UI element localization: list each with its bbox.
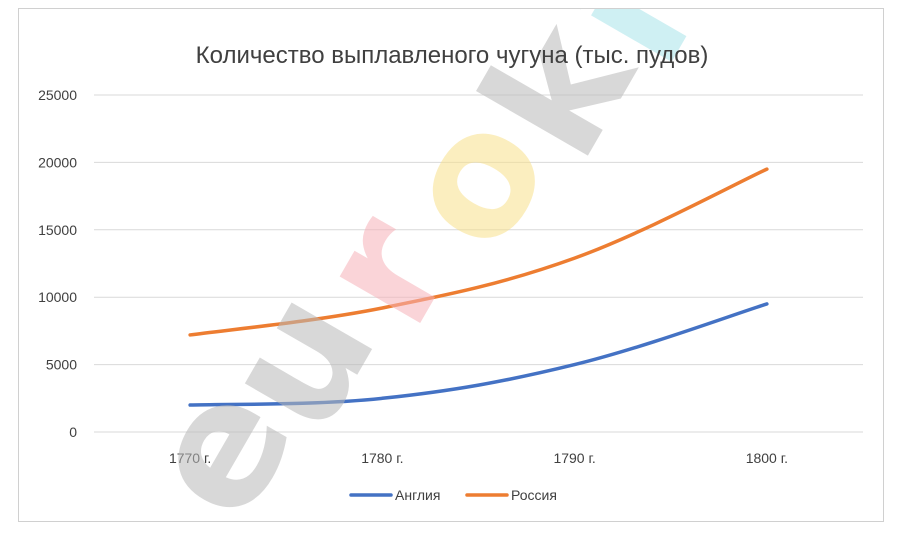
legend: Англия Россия xyxy=(349,487,557,503)
y-tick-label: 0 xyxy=(69,424,77,440)
x-tick-label: 1780 г. xyxy=(361,450,403,466)
legend-label: Англия xyxy=(395,487,440,503)
y-tick-label: 25000 xyxy=(38,87,77,103)
line-chart: 25000 20000 15000 10000 5000 0 1770 г. 1780 г.… xyxy=(38,9,863,523)
legend-label: Россия xyxy=(511,487,557,503)
chart-title: Количество выплавленого чугуна (тыс. пуд… xyxy=(196,42,709,69)
x-tick-label: 1800 г. xyxy=(746,450,788,466)
x-axis-ticks: 1770 г. 1780 г. 1790 г. 1800 г. xyxy=(169,450,788,466)
y-tick-label: 5000 xyxy=(46,357,77,373)
y-axis-ticks: 25000 20000 15000 10000 5000 0 xyxy=(38,87,77,440)
y-tick-label: 20000 xyxy=(38,154,77,170)
gridlines xyxy=(94,94,863,433)
series-line-0 xyxy=(188,302,769,407)
x-tick-label: 1790 г. xyxy=(553,450,595,466)
x-tick-label: 1770 г. xyxy=(169,450,211,466)
y-tick-label: 10000 xyxy=(38,289,77,305)
series-lines xyxy=(188,167,769,407)
series-line-1 xyxy=(188,167,769,337)
y-tick-label: 15000 xyxy=(38,222,77,238)
chart-frame: 25000 20000 15000 10000 5000 0 1770 г. 1780 г.… xyxy=(18,8,884,523)
